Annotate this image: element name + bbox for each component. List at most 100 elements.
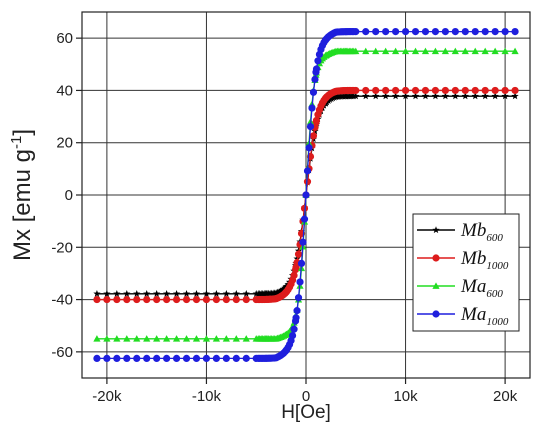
series-3-point-14 (232, 354, 240, 362)
series-2-point-33 (421, 47, 430, 55)
series-3-point-34 (431, 28, 440, 36)
series-3-point-65 (288, 331, 297, 340)
series-1-point-40 (491, 86, 499, 95)
legend-marker-2 (432, 282, 440, 289)
series-1-point-0 (93, 295, 101, 304)
series-0-point-3 (123, 290, 131, 297)
series-3-point-10 (192, 354, 201, 362)
series-0-point-31 (401, 92, 410, 100)
series-1-point-37 (461, 86, 469, 95)
series-0-point-13 (222, 290, 230, 297)
x-tick-label-0: -20k (92, 388, 122, 405)
series-1-point-28 (372, 86, 380, 95)
series-0-point-33 (421, 92, 430, 100)
series-2-point-10 (192, 335, 201, 342)
y-axis-title: Mx [emu g-1] (8, 129, 36, 261)
series-0-point-30 (391, 92, 400, 100)
series-3-point-72 (299, 238, 307, 246)
series-1-point-11 (202, 295, 211, 304)
legend-marker-0 (432, 226, 440, 234)
series-3-point-27 (362, 28, 370, 36)
x-tick-label-2: 0 (302, 388, 310, 405)
series-3-point-9 (182, 354, 191, 362)
series-2-point-13 (222, 335, 230, 342)
series-3-point-7 (163, 354, 171, 362)
series-3-point-5 (143, 354, 151, 362)
x-tick-label-4: 20k (493, 388, 518, 405)
series-3-point-13 (222, 354, 230, 362)
y-axis-title-sup: -1 (8, 136, 25, 149)
legend-label-3: Ma1000 (460, 304, 509, 328)
series-0-point-2 (113, 290, 121, 297)
series-layer (93, 28, 519, 362)
series-3-point-76 (306, 122, 315, 131)
series-1-point-36 (451, 86, 459, 95)
series-3-point-3 (123, 354, 131, 362)
series-2-point-14 (232, 335, 240, 342)
y-tick-label-2: -20 (51, 239, 73, 256)
series-ma-1000 (93, 28, 519, 362)
series-2-point-8 (172, 335, 181, 342)
series-2-point-4 (133, 335, 141, 342)
series-3-point-71 (297, 259, 306, 268)
series-1-point-32 (411, 86, 420, 95)
legend: Mb600 Mb1000 Ma600 Ma1000 (412, 213, 520, 332)
series-3-point-70 (296, 278, 304, 286)
series-1-point-15 (242, 295, 250, 304)
series-3-point-73 (300, 215, 309, 223)
series-0-point-39 (481, 92, 489, 100)
series-0-point-0 (93, 290, 101, 297)
series-0-point-29 (382, 92, 390, 100)
series-3-point-6 (153, 354, 161, 362)
series-0-point-36 (451, 92, 459, 100)
series-0-point-7 (163, 290, 171, 297)
y-tick-label-6: 60 (56, 30, 73, 47)
series-1-point-39 (481, 86, 489, 95)
axis-ticks: -20k -10k 0 10k 20k -60 -40 -20 0 20 40 60 (51, 30, 517, 405)
legend-label-1: Mb1000 (460, 248, 509, 272)
series-1-point-42 (511, 86, 519, 95)
series-1-point-14 (232, 295, 240, 304)
series-0-point-40 (491, 92, 499, 100)
series-3-point-35 (441, 28, 449, 36)
series-1-point-7 (163, 295, 171, 304)
series-1-point-38 (471, 86, 479, 95)
series-1-point-4 (133, 295, 141, 304)
series-3-point-0 (93, 354, 101, 362)
x-tick-label-1: -10k (192, 388, 222, 405)
series-2-point-1 (103, 335, 111, 342)
series-1-point-2 (113, 295, 121, 304)
series-2-point-27 (362, 47, 370, 55)
series-3-point-67 (291, 317, 300, 325)
series-3-point-36 (451, 28, 459, 36)
series-3-point-11 (202, 354, 211, 362)
series-0-point-14 (232, 290, 240, 297)
series-0-point-10 (192, 290, 201, 297)
series-3-point-75 (305, 144, 313, 152)
series-mb-1000 (93, 86, 519, 304)
series-3-point-78 (309, 88, 318, 96)
series-0-point-92 (330, 93, 338, 101)
series-0-point-28 (372, 92, 380, 100)
series-1-point-80 (312, 116, 321, 125)
series-3-point-40 (491, 28, 499, 36)
series-3-point-31 (401, 28, 410, 36)
series-2-point-104 (350, 47, 358, 55)
legend-label-2: Ma600 (460, 276, 503, 300)
series-3-point-32 (411, 28, 420, 36)
series-1-point-78 (309, 132, 318, 140)
series-2-point-41 (501, 47, 509, 55)
series-0-point-32 (411, 92, 420, 100)
series-1-point-12 (212, 295, 220, 304)
series-0-point-68 (293, 255, 301, 262)
series-1-point-31 (401, 86, 410, 95)
series-0-point-37 (461, 92, 469, 100)
series-0-point-5 (143, 290, 151, 297)
series-0-point-9 (182, 290, 191, 297)
x-axis-title: H[Oe] (281, 402, 331, 423)
series-1-point-67 (291, 265, 300, 274)
series-2-point-28 (372, 47, 380, 55)
series-2-point-32 (411, 47, 420, 55)
series-0-point-41 (501, 92, 509, 100)
